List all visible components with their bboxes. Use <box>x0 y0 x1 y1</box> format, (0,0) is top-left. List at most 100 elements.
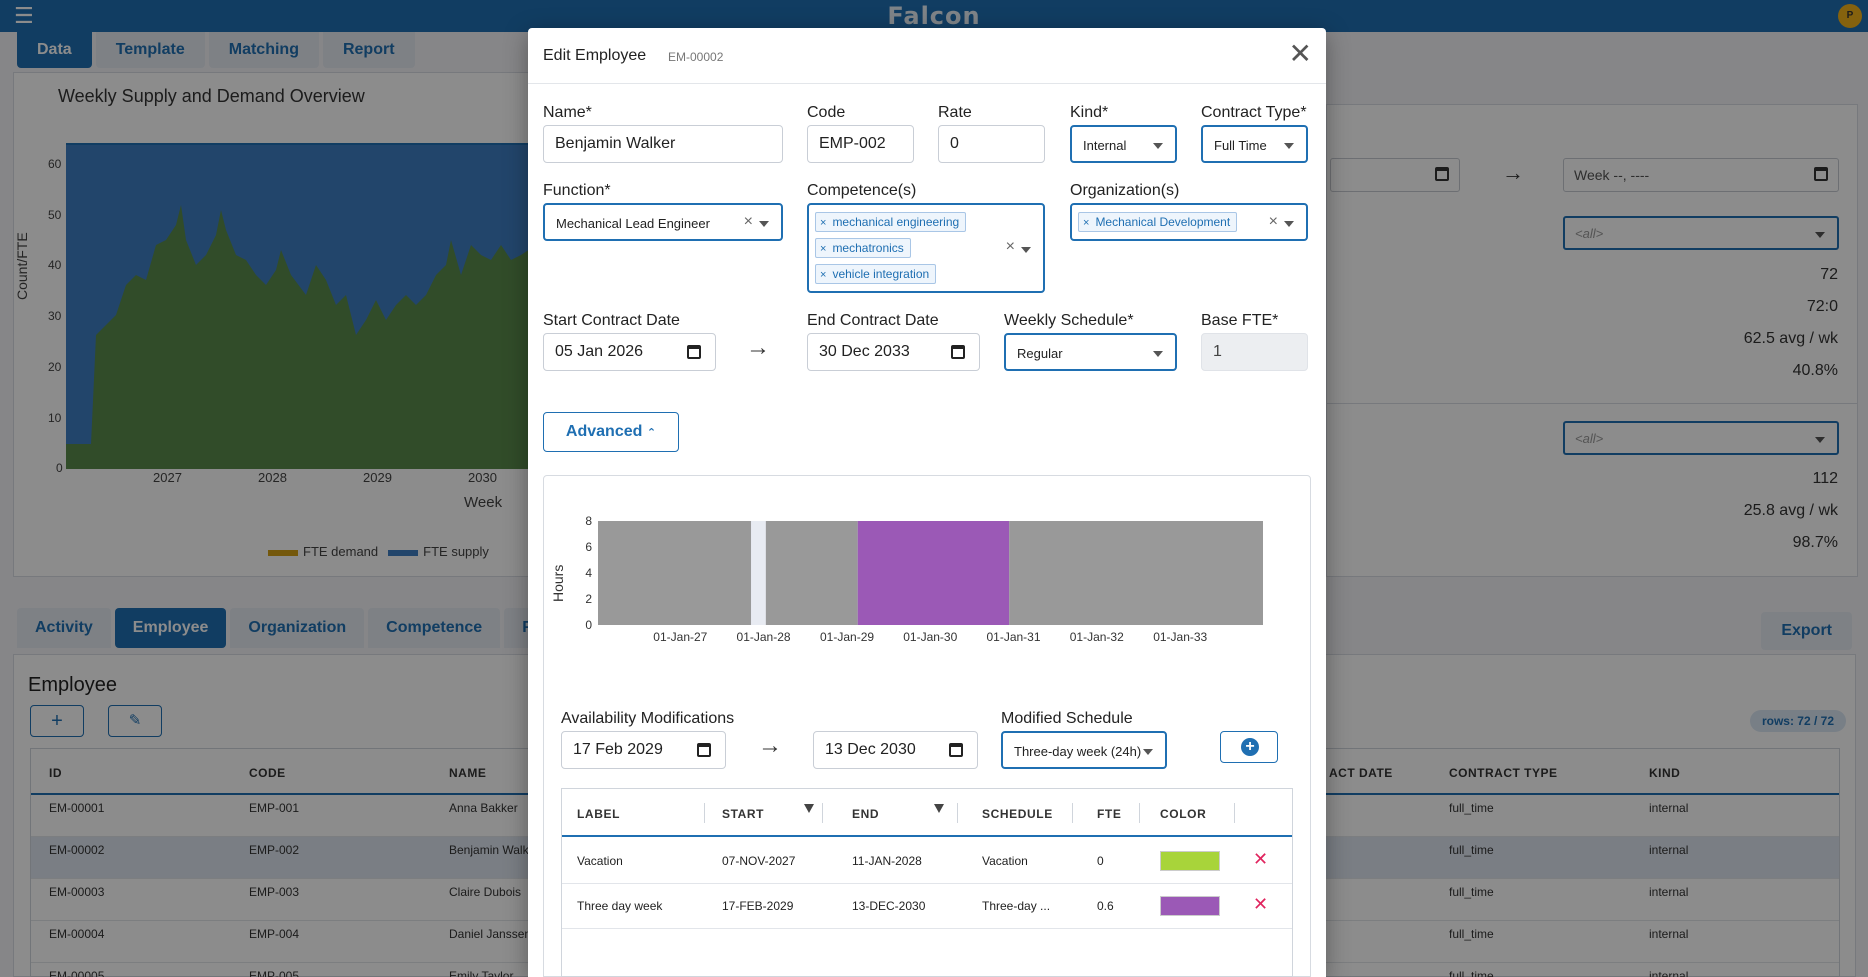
overview-xtick: 2030 <box>468 470 497 485</box>
col-color[interactable]: COLOR <box>1160 807 1207 821</box>
filter-icon[interactable] <box>934 804 944 813</box>
hours-ytick: 2 <box>585 592 592 606</box>
col-label[interactable]: LABEL <box>577 807 620 821</box>
competence-chip[interactable]: × vehicle integration <box>815 264 937 284</box>
table-row[interactable]: Vacation 07-NOV-2027 11-JAN-2028 Vacatio… <box>562 839 1292 884</box>
function-label: Function* <box>543 182 611 199</box>
competence-chip[interactable]: × mechatronics <box>815 238 911 258</box>
grid-header-name[interactable]: NAME <box>449 766 487 780</box>
name-input[interactable]: Benjamin Walker <box>543 125 783 163</box>
kind-select[interactable]: Internal <box>1070 125 1177 163</box>
overview-xtick: 2028 <box>258 470 287 485</box>
hours-xtick: 01-Jan-29 <box>820 630 874 644</box>
col-fte[interactable]: FTE <box>1097 807 1122 821</box>
week-start-field[interactable] <box>1330 158 1460 192</box>
contract-type-select[interactable]: Full Time <box>1201 125 1308 163</box>
chevron-up-icon: ⌃ <box>646 427 657 439</box>
availability-start-input[interactable]: 17 Feb 2029 <box>561 731 726 769</box>
rate-input[interactable]: 0 <box>938 125 1045 163</box>
organizations-multiselect[interactable]: × Mechanical Development × <box>1070 203 1308 241</box>
weekly-schedule-select[interactable]: Regular <box>1004 333 1177 371</box>
hours-ytick: 8 <box>585 516 592 528</box>
table-row[interactable]: Three day week 17-FEB-2029 13-DEC-2030 T… <box>562 884 1292 929</box>
calendar-icon[interactable] <box>949 743 963 757</box>
remove-chip-icon[interactable]: × <box>820 217 827 229</box>
end-date-label: End Contract Date <box>807 312 939 329</box>
grid-header-id[interactable]: ID <box>49 766 62 780</box>
close-icon[interactable]: ✕ <box>1288 38 1312 69</box>
tab-data[interactable]: Data <box>17 32 92 68</box>
start-date-input[interactable]: 05 Jan 2026 <box>543 333 716 371</box>
color-swatch[interactable] <box>1160 851 1220 871</box>
kind-value: Internal <box>1083 138 1127 153</box>
competence-chip[interactable]: × mechanical engineering <box>815 212 967 232</box>
tab-activity[interactable]: Activity <box>17 608 111 648</box>
col-start[interactable]: START <box>722 807 765 821</box>
calendar-icon[interactable] <box>951 345 965 359</box>
delete-icon[interactable]: ✕ <box>1253 849 1269 869</box>
add-employee-button[interactable]: + <box>30 705 84 737</box>
modified-schedule-label: Modified Schedule <box>1001 710 1133 727</box>
clear-icon[interactable]: × <box>1268 213 1278 230</box>
hours-bar <box>598 521 752 625</box>
grid-header-contract[interactable]: CONTRACT TYPE <box>1449 766 1558 780</box>
filter-icon[interactable] <box>804 804 814 813</box>
legend-fte-demand[interactable]: FTE demand <box>268 544 378 559</box>
tab-employee[interactable]: Employee <box>114 608 227 648</box>
clear-icon[interactable]: × <box>1005 238 1015 255</box>
col-schedule[interactable]: SCHEDULE <box>982 807 1053 821</box>
tab-report[interactable]: Report <box>322 32 415 68</box>
overview-ytick: 10 <box>48 411 62 425</box>
row-fte: 0 <box>1097 854 1104 868</box>
remove-chip-icon[interactable]: × <box>820 269 827 281</box>
code-input[interactable]: EMP-002 <box>807 125 914 163</box>
grid-header-kind[interactable]: KIND <box>1649 766 1681 780</box>
arrow-right-icon: → <box>758 732 782 759</box>
name-label: Name* <box>543 104 592 121</box>
summary-value: 72 <box>1820 266 1838 283</box>
summary-divider <box>1326 403 1858 404</box>
end-date-input[interactable]: 30 Dec 2033 <box>807 333 980 371</box>
summary-value: 98.7% <box>1792 534 1838 551</box>
top-tabs: Data Template Matching Report <box>17 32 415 68</box>
grid-header-code[interactable]: CODE <box>249 766 286 780</box>
function-select[interactable]: Mechanical Lead Engineer × <box>543 203 783 241</box>
edit-employee-button[interactable]: ✎ <box>108 705 162 737</box>
filter-select-2[interactable]: <all> <box>1563 421 1839 455</box>
delete-icon[interactable]: ✕ <box>1253 894 1269 914</box>
overview-chart-title: Weekly Supply and Demand Overview <box>58 86 365 106</box>
clear-icon[interactable]: × <box>743 213 753 230</box>
hours-bar <box>1009 521 1263 625</box>
add-modification-button[interactable]: + <box>1220 731 1278 763</box>
tab-organization[interactable]: Organization <box>230 608 365 648</box>
grid-header-date[interactable]: ACT DATE <box>1329 766 1393 780</box>
organization-chip[interactable]: × Mechanical Development <box>1078 212 1238 232</box>
employee-title: Employee <box>28 674 117 696</box>
availability-end-input[interactable]: 13 Dec 2030 <box>813 731 978 769</box>
remove-chip-icon[interactable]: × <box>820 243 827 255</box>
tab-competence[interactable]: Competence <box>368 608 501 648</box>
summary-value: 72:0 <box>1806 298 1838 315</box>
row-fte: 0.6 <box>1097 899 1114 913</box>
export-button[interactable]: Export <box>1761 612 1852 650</box>
advanced-toggle-button[interactable]: Advanced ⌃ <box>543 412 679 452</box>
week-end-field[interactable]: Week --, ---- <box>1563 158 1839 192</box>
hamburger-menu-icon[interactable]: ☰ <box>14 3 34 28</box>
remove-chip-icon[interactable]: × <box>1083 217 1090 229</box>
tab-template[interactable]: Template <box>95 32 205 68</box>
dialog-header: Edit Employee EM-00002 ✕ <box>528 28 1326 84</box>
competences-multiselect[interactable]: × mechanical engineering × mechatronics × v… <box>807 203 1045 293</box>
modified-schedule-select[interactable]: Three-day week (24h) <box>1001 731 1167 769</box>
filter-select-1[interactable]: <all> <box>1563 216 1839 250</box>
calendar-icon[interactable] <box>697 743 711 757</box>
avatar[interactable]: P <box>1838 4 1862 28</box>
hours-ytick: 0 <box>585 618 592 632</box>
table-row[interactable]: EM-00005 EMP-005 Emily Taylor full_time inte… <box>31 963 1839 977</box>
hours-xtick: 01-Jan-33 <box>1153 630 1207 644</box>
row-label: Three day week <box>577 899 663 913</box>
calendar-icon[interactable] <box>687 345 701 359</box>
legend-fte-supply[interactable]: FTE supply <box>388 544 489 559</box>
tab-matching[interactable]: Matching <box>208 32 319 68</box>
col-end[interactable]: END <box>852 807 880 821</box>
color-swatch[interactable] <box>1160 896 1220 916</box>
